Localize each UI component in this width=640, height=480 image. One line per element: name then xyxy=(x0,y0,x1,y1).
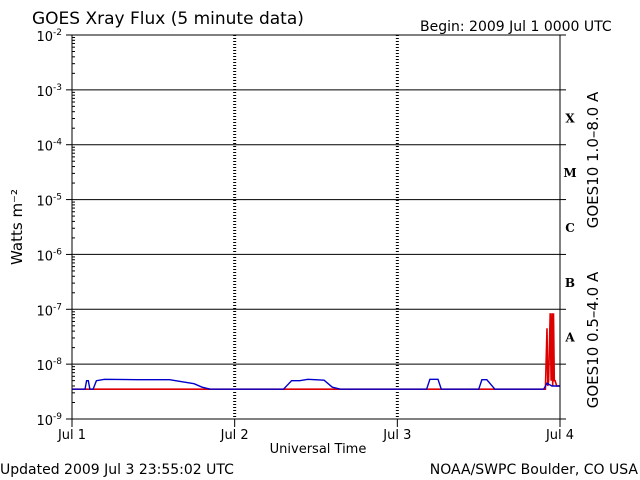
flare-class-a: A xyxy=(564,331,575,345)
flare-class-b: B xyxy=(565,276,575,290)
flare-class-c: C xyxy=(565,221,575,235)
x-axis: Jul 1 Jul 2 Jul 3 Jul 4 xyxy=(57,419,574,443)
series-line-1 xyxy=(72,378,560,390)
x-tick-label-jul-4: Jul 4 xyxy=(545,428,574,443)
flare-class-labels: A B C M X xyxy=(563,111,576,344)
x-tick-label-jul-2: Jul 2 xyxy=(220,428,249,443)
y-tick-label-1e-3: 10-3 xyxy=(36,83,62,100)
flare-class-m: M xyxy=(563,166,576,180)
updated-timestamp: Updated 2009 Jul 3 23:55:02 UTC xyxy=(0,462,234,478)
series-lines xyxy=(72,313,560,391)
x-tick-label-jul-3: Jul 3 xyxy=(382,428,411,443)
legend-goes10-long: GOES10 1.0–8.0 A xyxy=(584,91,602,228)
plot-frame xyxy=(71,34,561,420)
grid xyxy=(72,34,560,420)
y-tick-label-1e-8: 10-8 xyxy=(36,357,62,374)
day-separators xyxy=(233,35,399,419)
y-tick-label-1e-5: 10-5 xyxy=(36,193,62,210)
y-tick-label-1e-4: 10-4 xyxy=(36,138,62,155)
flare-class-x: X xyxy=(565,111,575,125)
y-axis-label: Watts m⁻² xyxy=(8,189,26,265)
source-credit: NOAA/SWPC Boulder, CO USA xyxy=(430,462,639,478)
chart-title: GOES Xray Flux (5 minute data) xyxy=(32,9,304,29)
y-tick-label-1e-9: 10-9 xyxy=(36,412,62,429)
y-tick-label-1e-7: 10-7 xyxy=(36,302,62,319)
y-tick-label-1e-6: 10-6 xyxy=(36,247,62,264)
x-axis-label: Universal Time xyxy=(270,442,367,457)
y-axis: 10-9 10-8 10-7 10-6 10-5 10-4 10-3 10-2 xyxy=(36,28,566,429)
x-tick-label-jul-1: Jul 1 xyxy=(57,428,86,443)
begin-label: Begin: 2009 Jul 1 0000 UTC xyxy=(420,19,612,35)
series-line-0 xyxy=(72,313,560,391)
y-tick-label-1e-2: 10-2 xyxy=(36,28,62,45)
legend-goes10-short: GOES10 0.5–4.0 A xyxy=(584,271,602,408)
